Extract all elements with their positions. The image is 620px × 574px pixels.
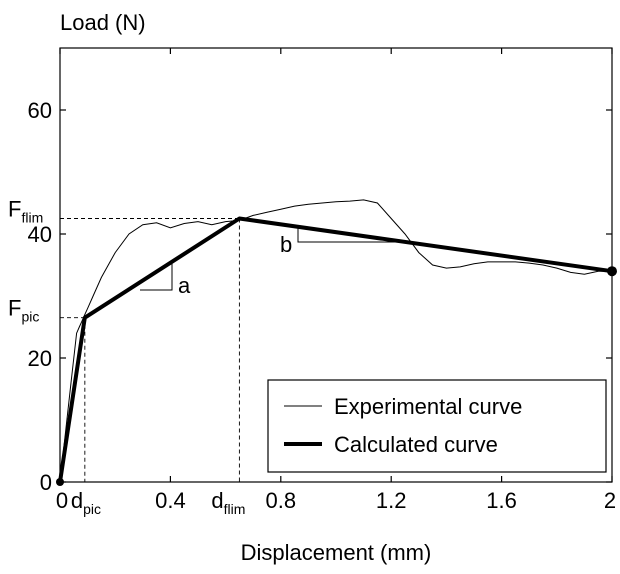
y-ticks: 0 20 40 60	[28, 98, 612, 495]
y-tick-label: 20	[28, 346, 52, 371]
y-tick-label: 40	[28, 222, 52, 247]
slope-b-label: b	[280, 232, 292, 257]
legend-label-experimental: Experimental curve	[334, 394, 522, 419]
y-tick-label: 60	[28, 98, 52, 123]
series-experimental-curve	[59, 199, 612, 483]
x-tick-label: 1.2	[376, 488, 407, 513]
x-axis-label: Displacement (mm)	[241, 540, 432, 565]
x-tick-label: 0	[56, 488, 68, 513]
f-flim-label: Fflim	[8, 197, 43, 226]
x-tick-label: 0.8	[266, 488, 297, 513]
d-flim-label: dflim	[211, 488, 245, 517]
x-tick-label: 1.6	[486, 488, 517, 513]
legend: Experimental curve Calculated curve	[267, 379, 607, 473]
x-tick-label: 2	[604, 488, 616, 513]
slope-triangles	[140, 228, 395, 291]
y-tick-label: 0	[40, 470, 52, 495]
x-tick-label: 0.4	[155, 488, 186, 513]
f-pic-label: Fpic	[8, 296, 39, 325]
y-axis-label: Load (N)	[60, 10, 146, 35]
legend-box	[267, 379, 607, 473]
series-calculated-curve	[58, 216, 613, 483]
slope-a-label: a	[178, 273, 191, 298]
d-pic-label: dpic	[71, 488, 101, 517]
guide-lines	[56, 218, 617, 486]
slope-a-triangle	[140, 262, 173, 291]
plot-frame	[59, 47, 613, 483]
legend-label-calculated: Calculated curve	[334, 432, 498, 457]
slope-b-triangle	[297, 228, 395, 243]
x-ticks: 0 0.4 0.8 1.2 1.6 2	[56, 48, 616, 513]
